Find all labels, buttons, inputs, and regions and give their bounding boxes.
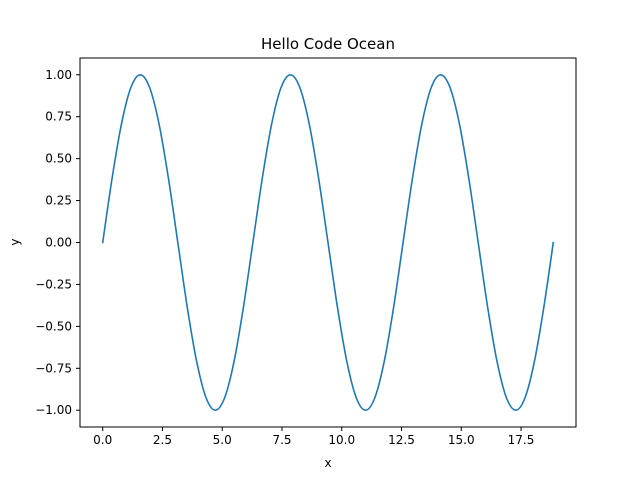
y-tick-label: 1.00 (45, 68, 72, 82)
y-tick-label: 0.75 (45, 110, 72, 124)
y-tick-label: −0.50 (35, 319, 72, 333)
x-tick-label: 10.0 (328, 433, 355, 447)
y-axis-label: y (8, 238, 22, 245)
plot-area: 0.0 2.5 5.0 7.5 10.0 12.5 15.0 17.5 −1.00−0.75−… (35, 57, 577, 447)
y-tick-label: −1.00 (35, 403, 72, 417)
x-tick-label: 5.0 (213, 433, 232, 447)
y-axis-ticks: −1.00 −0.75 −0.50 −0.25 0.00 0.25 0.50 0.75 1.00 (35, 68, 80, 417)
y-tick-label: −0.75 (35, 361, 72, 375)
y-tick-label: 0.00 (45, 236, 72, 250)
y-tick-label: 0.25 (45, 194, 72, 208)
y-tick-label: 0.50 (45, 152, 72, 166)
x-tick-label: 2.5 (153, 433, 172, 447)
x-tick-label: 0.0 (93, 433, 112, 447)
series-line-0 (101, 73, 555, 412)
x-axis-ticks: 0.0 2.5 5.0 7.5 10.0 12.5 15.0 17.5 (93, 427, 534, 447)
chart-title: Hello Code Ocean (261, 35, 395, 53)
y-tick-label: −0.25 (35, 277, 72, 291)
x-tick-label: 12.5 (388, 433, 415, 447)
series-layer (101, 73, 555, 412)
x-tick-label: 15.0 (448, 433, 475, 447)
x-axis-label: x (324, 456, 331, 470)
x-tick-label: 17.5 (508, 433, 535, 447)
x-tick-label: 7.5 (272, 433, 291, 447)
